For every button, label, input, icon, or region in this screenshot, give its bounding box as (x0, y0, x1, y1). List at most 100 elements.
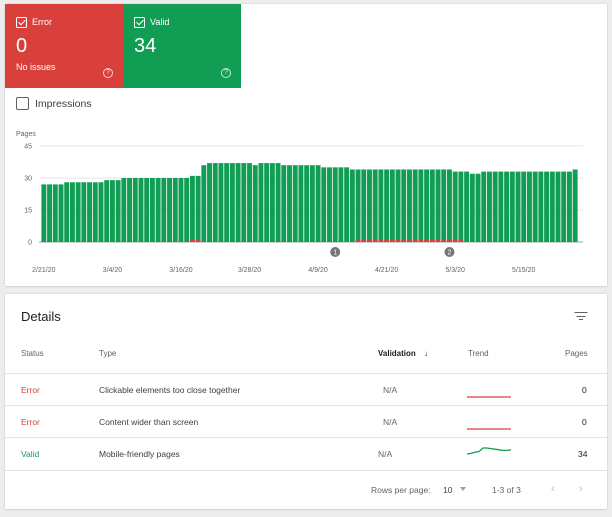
valid-bar[interactable] (155, 178, 161, 242)
valid-bar[interactable] (572, 169, 578, 242)
next-page-icon[interactable]: › (579, 483, 583, 495)
valid-bar[interactable] (315, 165, 321, 242)
valid-bar[interactable] (235, 163, 241, 242)
valid-bar[interactable] (504, 171, 510, 242)
valid-bar[interactable] (327, 167, 332, 242)
valid-bar[interactable] (52, 184, 58, 242)
valid-bar[interactable] (458, 171, 464, 242)
valid-bar[interactable] (447, 169, 452, 242)
error-bar[interactable] (361, 239, 367, 242)
valid-bar[interactable] (201, 165, 207, 242)
valid-bar[interactable] (492, 171, 498, 242)
valid-bar[interactable] (109, 180, 115, 242)
valid-bar[interactable] (81, 182, 87, 242)
error-bar[interactable] (384, 239, 390, 242)
valid-bar[interactable] (224, 163, 230, 242)
error-bar[interactable] (452, 239, 458, 242)
error-bar[interactable] (189, 239, 195, 242)
valid-bar[interactable] (521, 171, 527, 242)
valid-bar[interactable] (98, 182, 104, 242)
valid-bar[interactable] (549, 171, 555, 242)
valid-bar[interactable] (121, 178, 127, 242)
error-bar[interactable] (195, 239, 201, 242)
valid-bar[interactable] (104, 180, 110, 242)
error-bar[interactable] (389, 239, 395, 242)
valid-bar[interactable] (515, 171, 521, 242)
valid-bar[interactable] (332, 167, 338, 242)
valid-bar[interactable] (47, 184, 53, 242)
type-column-header[interactable]: Type (99, 349, 117, 358)
error-bar[interactable] (441, 239, 447, 242)
error-bar[interactable] (412, 239, 418, 242)
error-summary-tile[interactable]: Error 0 No issues ? (5, 4, 123, 88)
valid-bar[interactable] (287, 165, 292, 242)
valid-bar[interactable] (189, 175, 195, 242)
sort-arrow-icon[interactable]: ↓ (424, 349, 428, 358)
error-bar[interactable] (378, 239, 384, 242)
valid-bar[interactable] (384, 169, 390, 242)
valid-bar[interactable] (407, 169, 412, 242)
valid-bar[interactable] (538, 171, 544, 242)
valid-bar[interactable] (464, 171, 470, 242)
valid-bar[interactable] (469, 173, 475, 242)
valid-bar[interactable] (178, 178, 184, 242)
error-bar[interactable] (435, 239, 441, 242)
valid-bar[interactable] (486, 171, 492, 242)
help-icon[interactable]: ? (221, 68, 231, 78)
error-bar[interactable] (401, 239, 407, 242)
valid-bar[interactable] (532, 171, 538, 242)
error-bar[interactable] (372, 239, 378, 242)
valid-bar[interactable] (561, 171, 567, 242)
valid-bar[interactable] (144, 178, 150, 242)
valid-bar[interactable] (172, 178, 178, 242)
valid-bar[interactable] (275, 163, 281, 242)
valid-bar[interactable] (544, 171, 550, 242)
valid-bar[interactable] (555, 171, 561, 242)
valid-bar[interactable] (195, 175, 201, 242)
valid-bar[interactable] (132, 178, 138, 242)
valid-bar[interactable] (526, 171, 532, 242)
pages-column-header[interactable]: Pages (565, 349, 588, 358)
filter-icon[interactable] (574, 311, 588, 321)
valid-bar[interactable] (115, 180, 121, 242)
valid-bar[interactable] (401, 169, 407, 242)
valid-bar[interactable] (475, 173, 481, 242)
error-bar[interactable] (447, 239, 452, 242)
valid-bar[interactable] (64, 182, 70, 242)
impressions-checkbox[interactable] (16, 97, 29, 110)
rows-per-page-select[interactable]: 10 (443, 485, 453, 495)
error-bar[interactable] (418, 239, 424, 242)
valid-bar[interactable] (229, 163, 235, 242)
valid-bar[interactable] (338, 167, 344, 242)
valid-bar[interactable] (218, 163, 224, 242)
valid-bar[interactable] (241, 163, 247, 242)
error-bar[interactable] (367, 239, 372, 242)
valid-bar[interactable] (138, 178, 144, 242)
valid-bar[interactable] (87, 182, 93, 242)
valid-bar[interactable] (429, 169, 435, 242)
previous-page-icon[interactable]: ‹ (551, 483, 555, 495)
valid-bar[interactable] (58, 184, 64, 242)
valid-bar[interactable] (361, 169, 367, 242)
valid-bar[interactable] (207, 163, 212, 242)
error-checkbox-icon[interactable] (16, 17, 27, 28)
error-bar[interactable] (355, 239, 361, 242)
valid-bar[interactable] (389, 169, 395, 242)
impressions-label[interactable]: Impressions (35, 98, 92, 110)
chevron-down-icon[interactable] (460, 487, 466, 491)
valid-checkbox-icon[interactable] (134, 17, 145, 28)
valid-bar[interactable] (395, 169, 401, 242)
table-row[interactable]: Error Content wider than screen N/A 0 (5, 405, 607, 437)
valid-bar[interactable] (252, 165, 258, 242)
annotation-marker[interactable] (330, 247, 341, 257)
valid-bar[interactable] (498, 171, 504, 242)
error-bar[interactable] (407, 239, 412, 242)
valid-bar[interactable] (281, 165, 287, 242)
valid-bar[interactable] (452, 171, 458, 242)
valid-bar[interactable] (292, 165, 298, 242)
valid-bar[interactable] (127, 178, 133, 242)
valid-bar[interactable] (412, 169, 418, 242)
valid-bar[interactable] (344, 167, 350, 242)
table-row[interactable]: Valid Mobile-friendly pages N/A 34 (5, 437, 607, 469)
valid-bar[interactable] (167, 178, 172, 242)
